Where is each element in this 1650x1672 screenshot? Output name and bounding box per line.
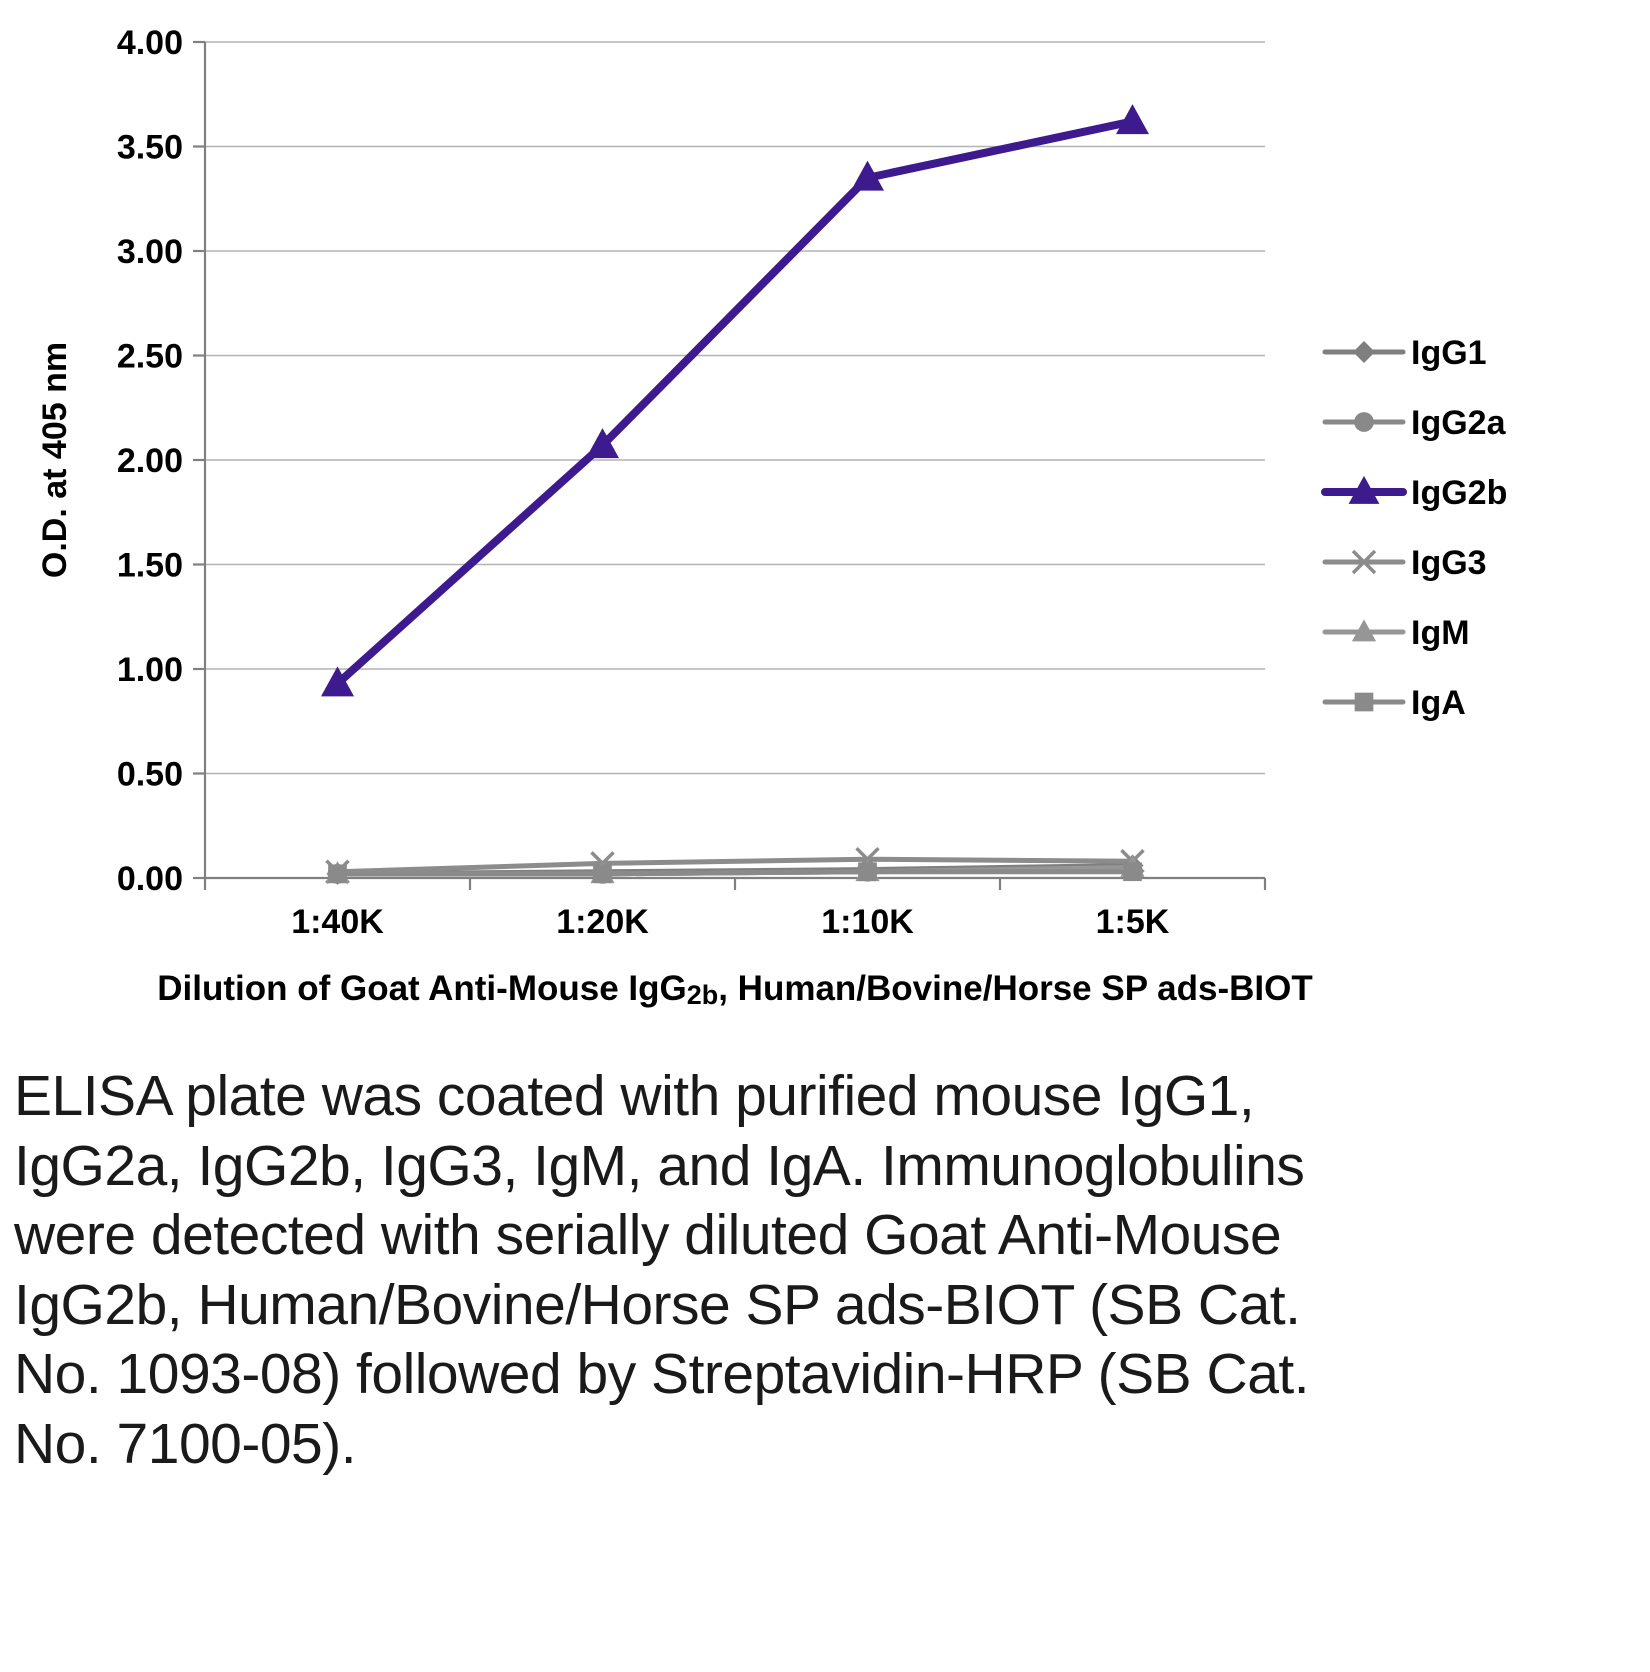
y-tick-label: 0.50: [117, 756, 183, 794]
series-IgA: [328, 862, 1142, 884]
legend-label: IgG2a: [1411, 404, 1507, 442]
legend-label: IgG2b: [1411, 474, 1507, 512]
legend-item-IgM: IgM: [1322, 614, 1470, 652]
x-tick-label: 1:5K: [1096, 903, 1170, 941]
series-IgG2b: [321, 104, 1149, 697]
x-axis-ticks: 1:40K 1:20K 1:10K 1:5K: [203, 878, 1267, 941]
legend-item-IgG3: IgG3: [1322, 544, 1487, 582]
y-tick-label: 3.00: [117, 233, 183, 271]
legend-item-IgA: IgA: [1322, 684, 1466, 722]
x-tick-label: 1:20K: [556, 903, 649, 941]
y-tick-label: 3.50: [117, 129, 183, 167]
x-axis-title: Dilution of Goat Anti-Mouse IgG2b, Human…: [157, 969, 1312, 1010]
legend-label: IgA: [1411, 684, 1466, 722]
elisa-chart: 0.00 0.50 1.00 1.50 2.00 2.50 3.00 3.50 4.00 1:40…: [36, 24, 1507, 1010]
y-tick-label: 1.50: [117, 547, 183, 585]
chart-legend: IgG1 IgG2a IgG2b IgG3 IgM IgA: [1321, 334, 1507, 722]
legend-item-IgG1: IgG1: [1322, 334, 1487, 372]
elisa-chart-svg: 0.00 0.50 1.00 1.50 2.00 2.50 3.00 3.50 4.00 1:40…: [36, 24, 1507, 1010]
x-tick-label: 1:40K: [291, 903, 384, 941]
gridlines: [205, 41, 1265, 879]
legend-label: IgG3: [1411, 544, 1487, 582]
legend-label: IgG1: [1411, 334, 1487, 372]
y-axis-title: O.D. at 405 nm: [36, 342, 74, 578]
legend-label: IgM: [1411, 614, 1470, 652]
y-tick-label: 2.00: [117, 442, 183, 480]
y-axis-ticks: 0.00 0.50 1.00 1.50 2.00 2.50 3.00 3.50 4.00: [117, 24, 205, 898]
legend-item-IgG2b: IgG2b: [1321, 474, 1507, 512]
figure-caption: ELISA plate was coated with purified mou…: [14, 1064, 1310, 1476]
y-tick-label: 1.00: [117, 651, 183, 689]
y-tick-label: 0.00: [117, 860, 183, 898]
y-tick-label: 4.00: [117, 24, 183, 62]
y-tick-label: 2.50: [117, 338, 183, 376]
x-tick-label: 1:10K: [821, 903, 914, 941]
legend-item-IgG2a: IgG2a: [1322, 404, 1507, 442]
